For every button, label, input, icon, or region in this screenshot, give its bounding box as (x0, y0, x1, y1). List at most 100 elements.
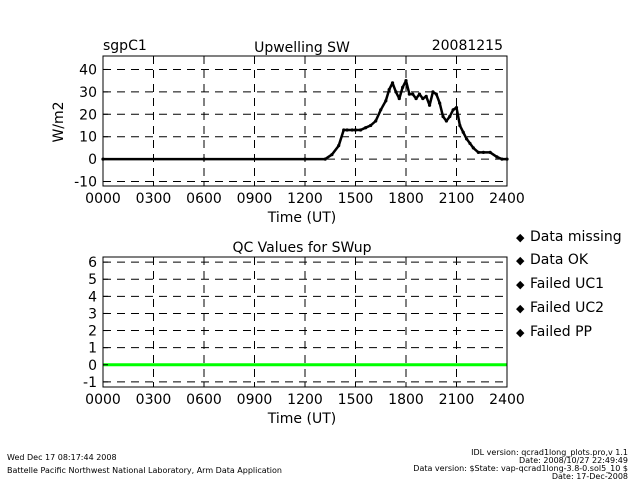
x-tick-label: 0300 (136, 191, 172, 207)
data-point (414, 96, 418, 101)
legend-label: Failed UC1 (530, 276, 604, 292)
data-point (481, 150, 486, 154)
data-point (471, 146, 475, 150)
y-tick-label: 30 (79, 85, 97, 101)
y-tick-label: 0 (88, 358, 97, 374)
data-point (438, 101, 442, 105)
legend-marker: ◆ (516, 278, 525, 291)
legend-marker: ◆ (516, 326, 525, 339)
data-point (394, 90, 398, 94)
y-tick-label: -10 (74, 175, 97, 191)
y-tick-label: 10 (79, 130, 97, 146)
data-point (407, 92, 411, 96)
data-point (421, 96, 425, 101)
data-point (424, 94, 428, 98)
data-point (369, 123, 373, 128)
upwelling-sw-chart: Upwelling SW W/m2 Time (UT) 0000 0300 0600… (51, 40, 525, 226)
data-point (427, 103, 432, 107)
legend-marker: ◆ (516, 231, 525, 244)
footer-lab: Battelle Pacific Northwest National Labo… (7, 466, 282, 475)
data-point (323, 157, 327, 161)
data-point (500, 157, 504, 161)
x-tick-label: 2400 (489, 392, 525, 408)
data-point (358, 128, 363, 132)
footer-idl-version: IDL version: qcrad1long_plots.pro,v 1.1 (471, 448, 628, 457)
data-point (390, 81, 395, 85)
data-point (379, 108, 383, 112)
legend-item-failed-uc2: ◆ Failed UC2 (516, 300, 604, 316)
data-point (488, 150, 492, 154)
x-tick-label: 0000 (85, 191, 121, 207)
legend-label: Data OK (530, 252, 589, 268)
x-tick-label: 1500 (338, 191, 374, 207)
data-point (353, 128, 358, 132)
data-point (345, 128, 349, 132)
y-tick-label: -1 (83, 375, 97, 391)
x-tick-label: 1800 (388, 392, 424, 408)
chart-title: Upwelling SW (254, 40, 350, 56)
x-tick-label: 1200 (287, 191, 323, 207)
x-tick-label: 1200 (287, 392, 323, 408)
footer-data-date: Date: 17-Dec-2008 (552, 472, 628, 480)
legend-marker: ◆ (516, 302, 525, 315)
data-point (411, 92, 415, 96)
data-point (454, 105, 459, 110)
x-tick-label: 2400 (489, 191, 525, 207)
x-tick-label: 2100 (439, 191, 475, 207)
y-tick-label: 2 (88, 324, 97, 340)
footer-data-version: Data version: $State: vap-qcrad1long-3.8… (413, 464, 628, 473)
data-point (202, 157, 206, 161)
data-point (451, 108, 455, 112)
legend-label: Failed UC2 (530, 300, 604, 316)
x-tick-label: 2100 (439, 392, 475, 408)
y-tick-label: 0 (88, 152, 97, 168)
data-point (387, 88, 391, 92)
data-point (468, 141, 472, 146)
data-point (441, 114, 445, 119)
legend-item-data-ok: ◆ Data OK (516, 252, 589, 268)
data-point (476, 150, 480, 154)
data-point (384, 99, 388, 103)
y-tick-label: 40 (79, 62, 97, 78)
data-point (330, 153, 334, 157)
x-tick-label: 0900 (237, 191, 273, 207)
data-point (431, 90, 435, 94)
y-tick-label: 1 (88, 341, 97, 357)
y-tick-label: 4 (88, 289, 97, 305)
footer-timestamp: Wed Dec 17 08:17:44 2008 (7, 453, 117, 462)
data-point (350, 128, 354, 132)
y-tick-label: 6 (88, 255, 97, 271)
x-tick-label: 0600 (186, 392, 222, 408)
y-tick-label: 5 (88, 272, 97, 288)
data-point (461, 130, 465, 134)
x-axis-label: Time (UT) (267, 210, 336, 226)
data-point (495, 155, 499, 159)
site-label: sgpC1 (103, 38, 147, 54)
y-axis-label: W/m2 (51, 101, 67, 142)
data-point (364, 126, 368, 130)
x-tick-label: 0900 (237, 392, 273, 408)
date-label: 20081215 (432, 38, 503, 54)
legend-label: Failed PP (530, 324, 592, 340)
x-tick-label: 0600 (186, 191, 222, 207)
data-point (448, 114, 452, 119)
legend-item-data-missing: ◆ Data missing (516, 229, 622, 245)
y-tick-label: 20 (79, 107, 97, 123)
footer-idl-date: Date: 2008/10/27 22:49:49 (519, 456, 628, 465)
data-point (401, 85, 405, 89)
x-tick-label: 0000 (85, 392, 121, 408)
chart-title: QC Values for SWup (232, 240, 371, 256)
data-point (303, 157, 307, 161)
data-point (444, 119, 448, 123)
data-point (342, 128, 346, 132)
data-point (417, 92, 422, 96)
data-point (434, 92, 438, 96)
legend-label: Data missing (530, 229, 622, 245)
x-tick-label: 1500 (338, 392, 374, 408)
legend-item-failed-pp: ◆ Failed PP (516, 324, 592, 340)
y-tick-label: 3 (88, 306, 97, 322)
data-point (374, 119, 378, 123)
x-tick-label: 1800 (388, 191, 424, 207)
legend-marker: ◆ (516, 254, 525, 267)
